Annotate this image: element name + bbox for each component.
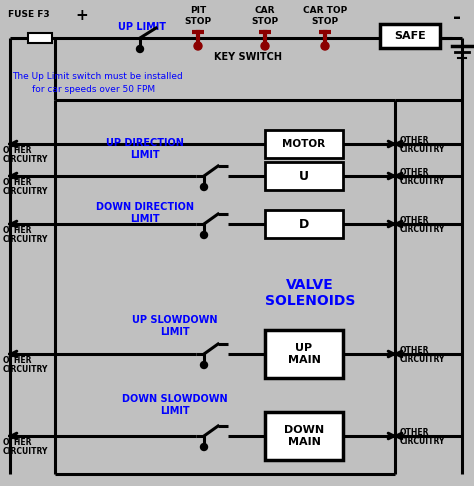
Text: CIRCUITRY: CIRCUITRY — [3, 235, 48, 244]
Bar — [265, 162, 343, 190]
Text: CAR: CAR — [255, 6, 275, 15]
Text: CIRCUITRY: CIRCUITRY — [400, 225, 446, 234]
Text: DOWN
MAIN: DOWN MAIN — [284, 425, 324, 447]
Text: The Up Limit switch must be installed: The Up Limit switch must be installed — [12, 72, 183, 81]
Text: UP LIMIT: UP LIMIT — [118, 22, 166, 32]
Text: OTHER: OTHER — [400, 346, 429, 355]
Text: SOLENOIDS: SOLENOIDS — [265, 294, 355, 308]
Text: U: U — [299, 170, 309, 183]
Text: CIRCUITRY: CIRCUITRY — [400, 177, 446, 186]
Text: OTHER: OTHER — [400, 428, 429, 437]
Text: OTHER: OTHER — [3, 146, 33, 155]
Text: UP SLOWDOWN: UP SLOWDOWN — [132, 315, 218, 325]
Text: OTHER: OTHER — [400, 216, 429, 225]
Text: CIRCUITRY: CIRCUITRY — [400, 355, 446, 364]
Text: OTHER: OTHER — [400, 168, 429, 177]
Text: for car speeds over 50 FPM: for car speeds over 50 FPM — [32, 85, 155, 94]
Bar — [265, 210, 343, 238]
Bar — [265, 330, 343, 378]
Text: PIT: PIT — [190, 6, 206, 15]
Text: STOP: STOP — [251, 17, 279, 26]
Circle shape — [137, 46, 144, 52]
Circle shape — [194, 42, 202, 50]
Circle shape — [201, 184, 208, 191]
Text: CAR TOP: CAR TOP — [303, 6, 347, 15]
Text: SAFE: SAFE — [394, 31, 426, 41]
Circle shape — [201, 231, 208, 239]
Bar — [380, 24, 440, 48]
Text: STOP: STOP — [311, 17, 338, 26]
Circle shape — [261, 42, 269, 50]
Text: OTHER: OTHER — [400, 136, 429, 145]
Text: +: + — [75, 8, 88, 23]
Text: CIRCUITRY: CIRCUITRY — [3, 187, 48, 196]
Text: CIRCUITRY: CIRCUITRY — [3, 365, 48, 374]
Text: UP
MAIN: UP MAIN — [288, 343, 320, 365]
Text: D: D — [299, 218, 309, 230]
Text: LIMIT: LIMIT — [130, 214, 160, 224]
Text: LIMIT: LIMIT — [160, 327, 190, 337]
Text: CIRCUITRY: CIRCUITRY — [3, 155, 48, 164]
Text: LIMIT: LIMIT — [130, 150, 160, 160]
Text: LIMIT: LIMIT — [160, 406, 190, 416]
Text: OTHER: OTHER — [3, 438, 33, 447]
Circle shape — [321, 42, 329, 50]
Text: STOP: STOP — [184, 17, 211, 26]
Text: UP DIRECTION: UP DIRECTION — [106, 138, 184, 148]
Text: OTHER: OTHER — [3, 356, 33, 365]
Text: KEY SWITCH: KEY SWITCH — [214, 52, 282, 62]
Text: CIRCUITRY: CIRCUITRY — [400, 437, 446, 446]
Text: DOWN SLOWDOWN: DOWN SLOWDOWN — [122, 394, 228, 404]
Text: -: - — [453, 8, 461, 27]
Text: CIRCUITRY: CIRCUITRY — [400, 145, 446, 154]
Text: FUSE F3: FUSE F3 — [8, 10, 50, 19]
Circle shape — [201, 444, 208, 451]
Circle shape — [201, 362, 208, 368]
Text: CIRCUITRY: CIRCUITRY — [3, 447, 48, 456]
Text: MOTOR: MOTOR — [283, 139, 326, 149]
Bar — [28, 33, 52, 43]
Text: OTHER: OTHER — [3, 178, 33, 187]
Text: OTHER: OTHER — [3, 226, 33, 235]
Bar — [265, 130, 343, 158]
Bar — [265, 412, 343, 460]
Text: VALVE: VALVE — [286, 278, 334, 292]
Text: DOWN DIRECTION: DOWN DIRECTION — [96, 202, 194, 212]
